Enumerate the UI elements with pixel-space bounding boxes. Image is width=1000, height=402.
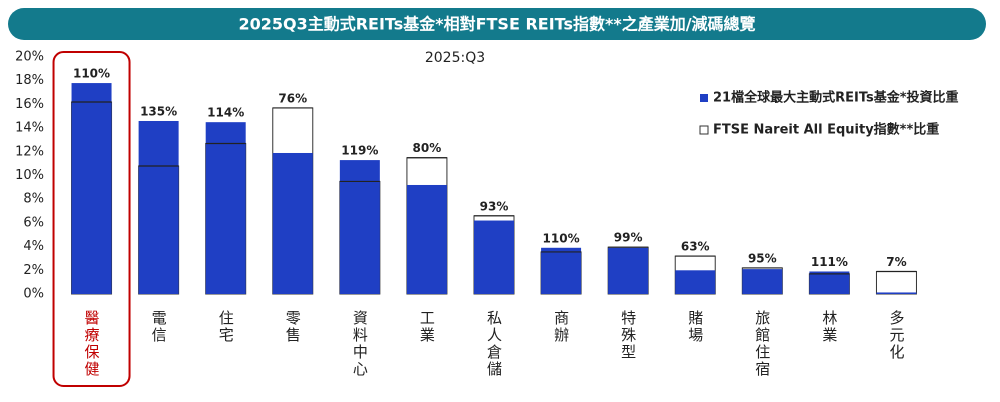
bar-label: 80% xyxy=(413,141,442,155)
y-tick-label: 0% xyxy=(23,287,44,302)
fund-bar xyxy=(406,184,447,294)
y-tick-label: 14% xyxy=(15,121,44,136)
fund-bar xyxy=(742,269,783,294)
y-tick-label: 2% xyxy=(23,263,44,278)
x-tick-label: 工業 xyxy=(418,310,436,344)
fund-bar xyxy=(876,292,917,294)
y-tick-label: 8% xyxy=(23,192,44,207)
fund-bar xyxy=(608,247,649,294)
x-tick-label: 特殊型 xyxy=(619,310,637,361)
fund-bar xyxy=(339,160,380,294)
legend-label: FTSE Nareit All Equity指數**比重 xyxy=(713,122,939,138)
index-bar xyxy=(875,270,917,295)
bar-label: 76% xyxy=(278,91,307,105)
y-tick-label: 4% xyxy=(23,239,44,254)
bar-label: 7% xyxy=(886,255,906,269)
y-tick-label: 10% xyxy=(15,168,44,183)
bar-label: 114% xyxy=(207,106,244,120)
fund-bar xyxy=(541,247,582,294)
legend-label: 21檔全球最大主動式REITs基金*投資比重 xyxy=(713,90,959,106)
x-tick-label: 私人倉儲 xyxy=(485,310,503,378)
bar-label: 95% xyxy=(748,251,777,265)
fund-bar xyxy=(474,220,514,294)
x-tick-label: 醫療保健 xyxy=(83,310,101,378)
x-tick-label: 電信 xyxy=(150,310,168,344)
chart-title: 2025Q3主動式REITs基金*相對FTSE REITs指數**之產業加/減碼… xyxy=(238,15,755,34)
x-tick-label: 資料中心 xyxy=(351,310,369,378)
x-tick-label: 林業 xyxy=(820,310,838,344)
y-tick-label: 16% xyxy=(15,97,44,112)
x-tick-label: 住宅 xyxy=(217,310,235,344)
fund-bar xyxy=(138,120,179,295)
x-tick-label: 旅館住宿 xyxy=(753,310,771,378)
x-tick-label: 零售 xyxy=(284,310,302,344)
fund-bar xyxy=(809,271,850,294)
bar-label: 93% xyxy=(480,199,509,213)
bar-label: 63% xyxy=(681,240,710,254)
title-banner xyxy=(8,8,986,40)
bar-label: 119% xyxy=(341,144,378,158)
legend-swatch xyxy=(700,94,708,102)
y-tick-label: 20% xyxy=(15,50,44,65)
highlight-box xyxy=(52,51,131,387)
chart-subtitle: 2025:Q3 xyxy=(425,50,485,66)
bar-label: 110% xyxy=(543,231,580,245)
fund-bar xyxy=(272,152,313,294)
fund-bar xyxy=(71,83,112,294)
x-tick-label: 多元化 xyxy=(887,310,905,361)
bar-label: 135% xyxy=(140,104,177,118)
y-tick-label: 6% xyxy=(23,215,44,230)
x-tick-label: 賭場 xyxy=(686,310,704,344)
bar-label: 111% xyxy=(811,255,848,269)
y-tick-label: 18% xyxy=(15,73,44,88)
fund-bar xyxy=(205,122,246,294)
bar-label: 110% xyxy=(73,67,110,81)
x-tick-label: 商辦 xyxy=(552,310,570,344)
bar-label: 99% xyxy=(614,231,643,245)
fund-bar xyxy=(675,270,716,294)
legend-swatch xyxy=(699,125,709,135)
y-tick-label: 12% xyxy=(15,144,44,159)
